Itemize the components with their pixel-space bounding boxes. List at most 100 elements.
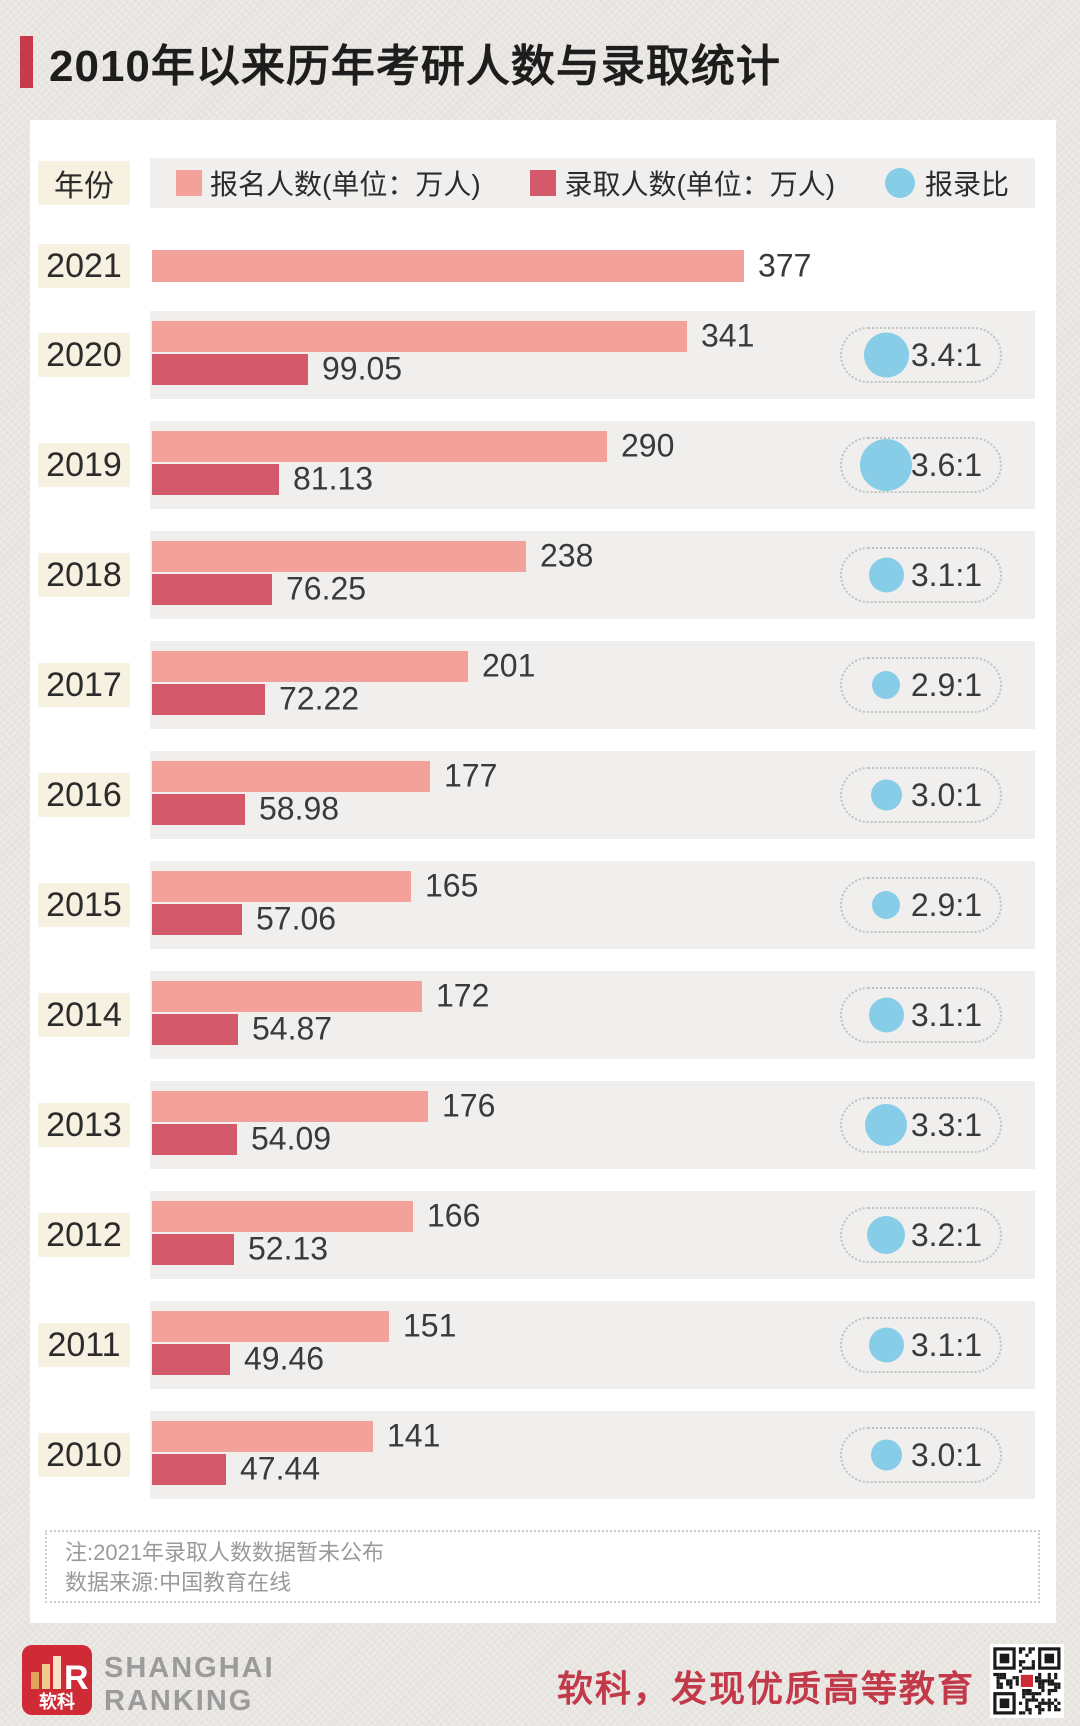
- admitted-value: 52.13: [248, 1230, 329, 1267]
- admitted-bar: [152, 354, 308, 385]
- admitted-value: 58.98: [259, 790, 340, 827]
- legend-item-applicants: 报名人数(单位：万人): [176, 163, 481, 203]
- year-label: 2017: [38, 663, 130, 707]
- applicants-value: 290: [621, 427, 675, 464]
- admitted-bar: [152, 904, 242, 935]
- title-accent-bar: [20, 36, 33, 88]
- applicants-bar: [152, 651, 468, 682]
- ratio-badge: 3.2:1: [840, 1207, 1002, 1263]
- admitted-value: 47.44: [240, 1450, 321, 1487]
- admitted-bar: [152, 684, 265, 715]
- year-label: 2020: [38, 333, 130, 377]
- applicants-bar: [152, 761, 430, 792]
- admitted-value: 76.25: [286, 570, 367, 607]
- year-label: 2018: [38, 553, 130, 597]
- applicants-value: 172: [436, 977, 490, 1014]
- admitted-bar: [152, 794, 245, 825]
- svg-text:R: R: [64, 1659, 89, 1697]
- applicants-bar: [152, 321, 687, 352]
- applicants-value: 165: [425, 867, 479, 904]
- ratio-badge: 3.6:1: [840, 437, 1002, 493]
- admitted-value: 54.09: [251, 1120, 332, 1157]
- ratio-circle-icon: [870, 779, 902, 811]
- brand-line2: RANKING: [104, 1685, 254, 1717]
- year-column-header: 年份: [38, 161, 130, 205]
- applicants-bar: [152, 981, 422, 1012]
- applicants-bar: [152, 1421, 373, 1452]
- applicants-bar: [152, 1311, 389, 1342]
- ratio-value: 2.9:1: [910, 886, 982, 923]
- year-label: 2011: [38, 1323, 130, 1367]
- svg-text:软科: 软科: [39, 1691, 75, 1712]
- ratio-circle-icon: [870, 1439, 902, 1471]
- footnotes: 注:2021年录取人数数据暂未公布 数据来源:中国教育在线: [45, 1530, 1040, 1603]
- applicants-value: 177: [444, 757, 498, 794]
- ratio-badge: 2.9:1: [840, 877, 1002, 933]
- applicants-value: 238: [540, 537, 594, 574]
- applicants-value: 176: [442, 1087, 496, 1124]
- admitted-bar: [152, 574, 272, 605]
- admitted-value: 49.46: [244, 1340, 325, 1377]
- ratio-value: 3.2:1: [910, 1216, 982, 1253]
- ratio-badge: 2.9:1: [840, 657, 1002, 713]
- footnote-line1: 注:2021年录取人数数据暂未公布: [65, 1540, 385, 1565]
- admitted-value: 54.87: [252, 1010, 333, 1047]
- year-label: 2015: [38, 883, 130, 927]
- ratio-circle-icon: [868, 1327, 904, 1363]
- applicants-value: 151: [403, 1307, 457, 1344]
- brand-wordmark: SHANGHAI RANKING: [104, 1652, 275, 1718]
- legend-item-ratio: 报录比: [884, 163, 1009, 203]
- ratio-badge: 3.0:1: [840, 767, 1002, 823]
- ratio-value: 3.0:1: [910, 776, 982, 813]
- legend: 报名人数(单位：万人) 录取人数(单位：万人) 报录比: [150, 158, 1035, 208]
- ratio-value: 3.4:1: [910, 336, 982, 373]
- applicants-bar: [152, 250, 744, 282]
- applicants-value: 141: [387, 1417, 441, 1454]
- ratio-value: 2.9:1: [910, 666, 982, 703]
- legend-applicants-label: 报名人数(单位：万人): [210, 169, 481, 200]
- applicants-value: 377: [758, 247, 812, 284]
- admitted-bar: [152, 1014, 238, 1045]
- applicants-swatch-icon: [176, 170, 202, 196]
- year-label: 2013: [38, 1103, 130, 1147]
- admitted-value: 57.06: [256, 900, 337, 937]
- footnote-line2: 数据来源:中国教育在线: [65, 1570, 292, 1595]
- ratio-badge: 3.1:1: [840, 987, 1002, 1043]
- ratio-badge: 3.1:1: [840, 547, 1002, 603]
- ratio-circle-icon: [860, 439, 912, 491]
- page-title-block: 2010年以来历年考研人数与录取统计: [20, 30, 781, 94]
- applicants-bar: [152, 1091, 428, 1122]
- ratio-badge: 3.1:1: [840, 1317, 1002, 1373]
- ratio-circle-icon: [867, 1216, 905, 1254]
- ratio-value: 3.3:1: [910, 1106, 982, 1143]
- ratio-circle-icon: [865, 1104, 907, 1146]
- admitted-value: 99.05: [322, 350, 403, 387]
- ratio-circle-icon: [872, 671, 900, 699]
- shanghairanking-logo-icon: R 软科: [22, 1645, 92, 1715]
- ratio-value: 3.6:1: [910, 446, 982, 483]
- year-label: 2021: [38, 244, 130, 288]
- ratio-dot-icon: [884, 168, 915, 198]
- year-label: 2014: [38, 993, 130, 1037]
- brand-line1: SHANGHAI: [104, 1652, 275, 1684]
- applicants-value: 201: [482, 647, 536, 684]
- ratio-badge: 3.0:1: [840, 1427, 1002, 1483]
- applicants-value: 341: [701, 317, 755, 354]
- page-title: 2010年以来历年考研人数与录取统计: [49, 42, 781, 91]
- applicants-bar: [152, 541, 526, 572]
- admitted-value: 81.13: [293, 460, 374, 497]
- applicants-value: 166: [427, 1197, 481, 1234]
- year-label: 2016: [38, 773, 130, 817]
- admitted-bar: [152, 1344, 230, 1375]
- ratio-badge: 3.3:1: [840, 1097, 1002, 1153]
- applicants-bar: [152, 431, 607, 462]
- applicants-bar: [152, 1201, 413, 1232]
- qr-code: [990, 1644, 1064, 1718]
- applicants-bar: [152, 871, 411, 902]
- ratio-value: 3.1:1: [910, 996, 982, 1033]
- ratio-badge: 3.4:1: [840, 327, 1002, 383]
- admitted-bar: [152, 1124, 237, 1155]
- ratio-circle-icon: [863, 332, 909, 378]
- legend-ratio-label: 报录比: [924, 169, 1009, 200]
